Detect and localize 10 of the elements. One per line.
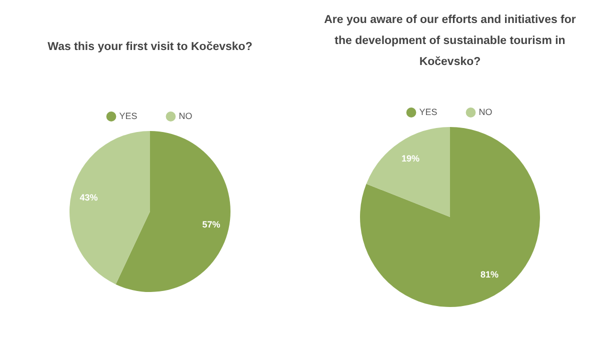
data-label: 81% <box>480 270 498 280</box>
legend-label: YES <box>419 106 438 117</box>
legend-label: NO <box>478 106 492 117</box>
data-label: 57% <box>202 220 220 230</box>
legend-label: NO <box>178 110 192 121</box>
data-label: 43% <box>80 192 98 202</box>
chart-title: Was this your first visit to Kočevsko? <box>46 40 254 55</box>
legend-label: YES <box>119 110 138 121</box>
data-label: 19% <box>402 153 420 164</box>
chart-title: Are you aware of our efforts and initiatives for the development of sustainable tourism in Kočevsko? <box>323 13 577 70</box>
